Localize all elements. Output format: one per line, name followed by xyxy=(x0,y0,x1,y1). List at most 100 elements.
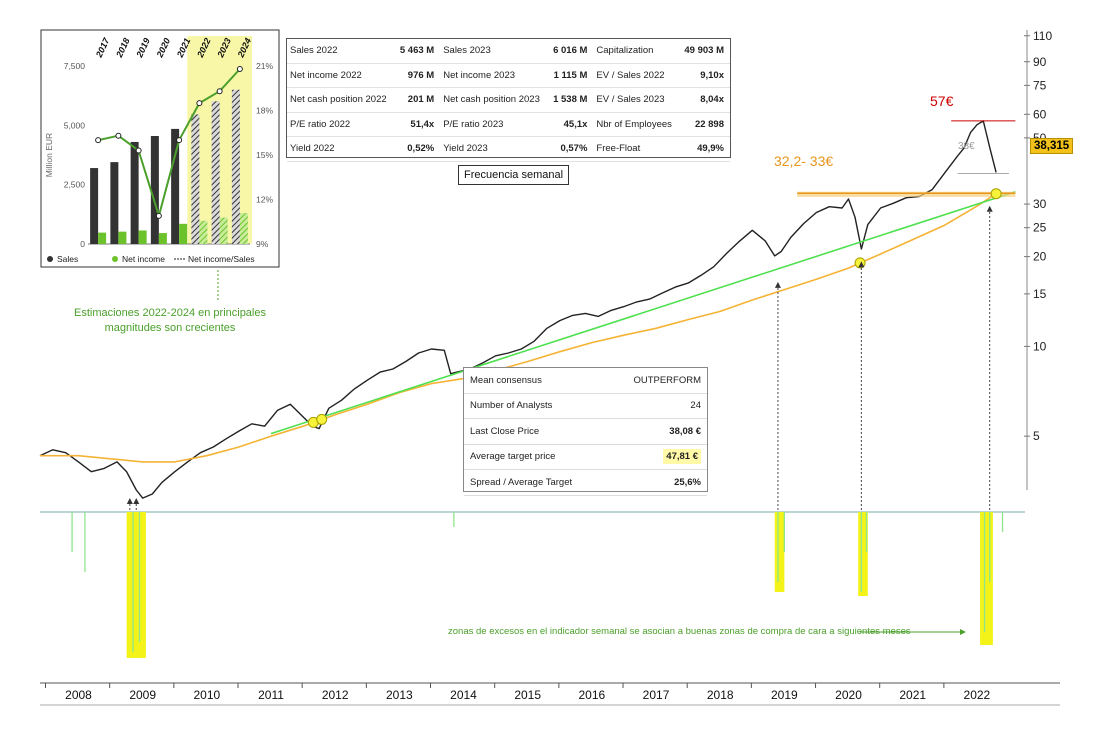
inset-ratio-point xyxy=(176,137,183,144)
x-tick-label: 2016 xyxy=(579,688,606,702)
fundamental-value: 5 463 M xyxy=(394,39,441,64)
y-tick-label: 20 xyxy=(1033,250,1047,264)
inset-net-income-bar xyxy=(239,213,248,244)
inset-ratio-line xyxy=(97,68,241,220)
link-arrow-head xyxy=(986,205,993,212)
fundamental-value: 6 016 M xyxy=(547,39,594,64)
consensus-row-target: Average target price 47,81 € xyxy=(464,444,707,470)
support-zone-label: 32,2- 33€ xyxy=(774,153,834,169)
consensus-label: Spread / Average Target xyxy=(464,469,608,496)
y-tick-label: 25 xyxy=(1033,221,1047,235)
inset-y2-tick-label: 18% xyxy=(256,106,273,116)
inset-sales-bar xyxy=(231,89,240,244)
resistance-label: 57€ xyxy=(930,93,954,109)
consensus-row-mean: Mean consensus OUTPERFORM xyxy=(464,368,707,394)
excess-note-arrowhead xyxy=(960,629,966,635)
link-arrow-head xyxy=(126,498,133,504)
x-tick-label: 2011 xyxy=(258,688,284,702)
fundamentals-row: P/E ratio 2022 51,4x P/E ratio 2023 45,1x Nb… xyxy=(287,112,730,137)
level-38-label: 38€ xyxy=(958,141,975,152)
inset-net-income-bar xyxy=(199,220,208,244)
estimates-note: Estimaciones 2022-2024 en principales ma… xyxy=(73,307,266,334)
fundamental-label: Yield 2023 xyxy=(440,136,548,162)
fundamental-label: Net income 2022 xyxy=(287,63,395,88)
inset-y-tick-label: 0 xyxy=(80,239,85,249)
excess-zones-note: zonas de excesos en el indicador semanal… xyxy=(448,626,911,637)
inset-net-income-bar xyxy=(118,231,127,244)
inset-sales-bar xyxy=(191,114,200,244)
y-tick-label: 75 xyxy=(1033,78,1047,92)
long-moving-average-line xyxy=(40,193,997,463)
legend-label: Net income xyxy=(122,254,165,264)
fundamental-value: 45,1x xyxy=(547,112,594,137)
inset-ratio-point xyxy=(216,88,223,95)
consensus-label: Average target price xyxy=(464,444,608,470)
inset-ratio-point xyxy=(196,100,203,107)
inset-sales-bar xyxy=(90,168,99,244)
x-tick-label: 2019 xyxy=(771,688,798,702)
excess-zone-highlight xyxy=(858,512,868,596)
consensus-value: 47,81 € xyxy=(663,449,701,465)
fundamental-label: Capitalization xyxy=(593,39,679,64)
inset-ratio-point xyxy=(135,147,142,154)
y-tick-label: 15 xyxy=(1033,287,1047,301)
x-tick-label: 2017 xyxy=(643,688,670,702)
fundamental-label: Nbr of Employees xyxy=(593,112,679,137)
y-tick-label: 110 xyxy=(1033,29,1052,43)
inset-y-tick-label: 7,500 xyxy=(64,61,86,71)
fundamental-label: Sales 2022 xyxy=(287,39,395,64)
fundamental-value: 9,10x xyxy=(678,63,730,88)
price-line xyxy=(39,120,997,499)
x-tick-label: 2021 xyxy=(899,688,926,702)
fundamentals-panel: Sales 2022 5 463 M Sales 2023 6 016 M Capita… xyxy=(286,38,731,162)
touch-point-marker xyxy=(990,188,1002,200)
x-tick-label: 2018 xyxy=(707,688,734,702)
fundamental-value: 51,4x xyxy=(394,112,441,137)
x-tick-label: 2008 xyxy=(65,688,92,702)
fundamental-value: 49 903 M xyxy=(678,39,730,64)
inset-ratio-point xyxy=(236,65,243,72)
consensus-value: OUTPERFORM xyxy=(607,368,707,394)
inset-net-income-bar xyxy=(98,232,107,244)
fundamental-value: 1 115 M xyxy=(547,63,594,88)
inset-sales-bar xyxy=(150,136,159,244)
x-tick-label: 2022 xyxy=(964,688,991,702)
y-tick-label: 10 xyxy=(1033,339,1047,353)
legend-label: Net income/Sales xyxy=(188,254,255,264)
fundamental-label: Yield 2022 xyxy=(287,136,395,162)
fundamental-label: Net cash position 2022 xyxy=(287,87,395,113)
consensus-table: Mean consensus OUTPERFORM Number of Anal… xyxy=(464,368,707,496)
support-zone-band xyxy=(797,191,1016,197)
inset-net-income-bar xyxy=(219,217,228,244)
frequency-text: Frecuencia semanal xyxy=(464,169,564,181)
fundamental-label: Sales 2023 xyxy=(440,39,548,64)
fundamentals-row: Yield 2022 0,52% Yield 2023 0,57% Free-Float… xyxy=(287,136,730,162)
y-tick-label: 60 xyxy=(1033,107,1047,121)
legend-swatch xyxy=(47,256,53,262)
fundamental-value: 1 538 M xyxy=(547,87,594,113)
inset-y2-tick-label: 9% xyxy=(256,239,269,249)
x-tick-label: 2015 xyxy=(514,688,541,702)
consensus-label: Number of Analysts xyxy=(464,393,608,419)
x-tick-label: 2013 xyxy=(386,688,413,702)
consensus-row-spread: Spread / Average Target 25,6% xyxy=(464,469,707,496)
fundamental-label: EV / Sales 2023 xyxy=(593,87,679,113)
fundamental-value: 22 898 xyxy=(678,112,730,137)
fundamental-value: 0,57% xyxy=(547,136,594,162)
fundamental-label: Net income 2023 xyxy=(440,63,548,88)
y-tick-label: 5 xyxy=(1033,429,1040,443)
legend-swatch xyxy=(112,256,118,262)
touch-point-marker xyxy=(316,413,328,425)
excess-zone-highlight xyxy=(126,512,146,658)
inset-sales-bar xyxy=(171,128,180,244)
inset-net-income-bar xyxy=(179,223,188,244)
consensus-value: 25,6% xyxy=(607,469,707,496)
x-tick-label: 2012 xyxy=(322,688,349,702)
inset-net-income-bar xyxy=(158,233,167,244)
inset-sales-bar xyxy=(110,162,119,244)
inset-y-tick-label: 5,000 xyxy=(64,120,86,130)
inset-y2-tick-label: 12% xyxy=(256,195,273,205)
x-tick-label: 2010 xyxy=(193,688,220,702)
excess-zone-highlight xyxy=(774,512,785,592)
x-tick-label: 2020 xyxy=(835,688,862,702)
